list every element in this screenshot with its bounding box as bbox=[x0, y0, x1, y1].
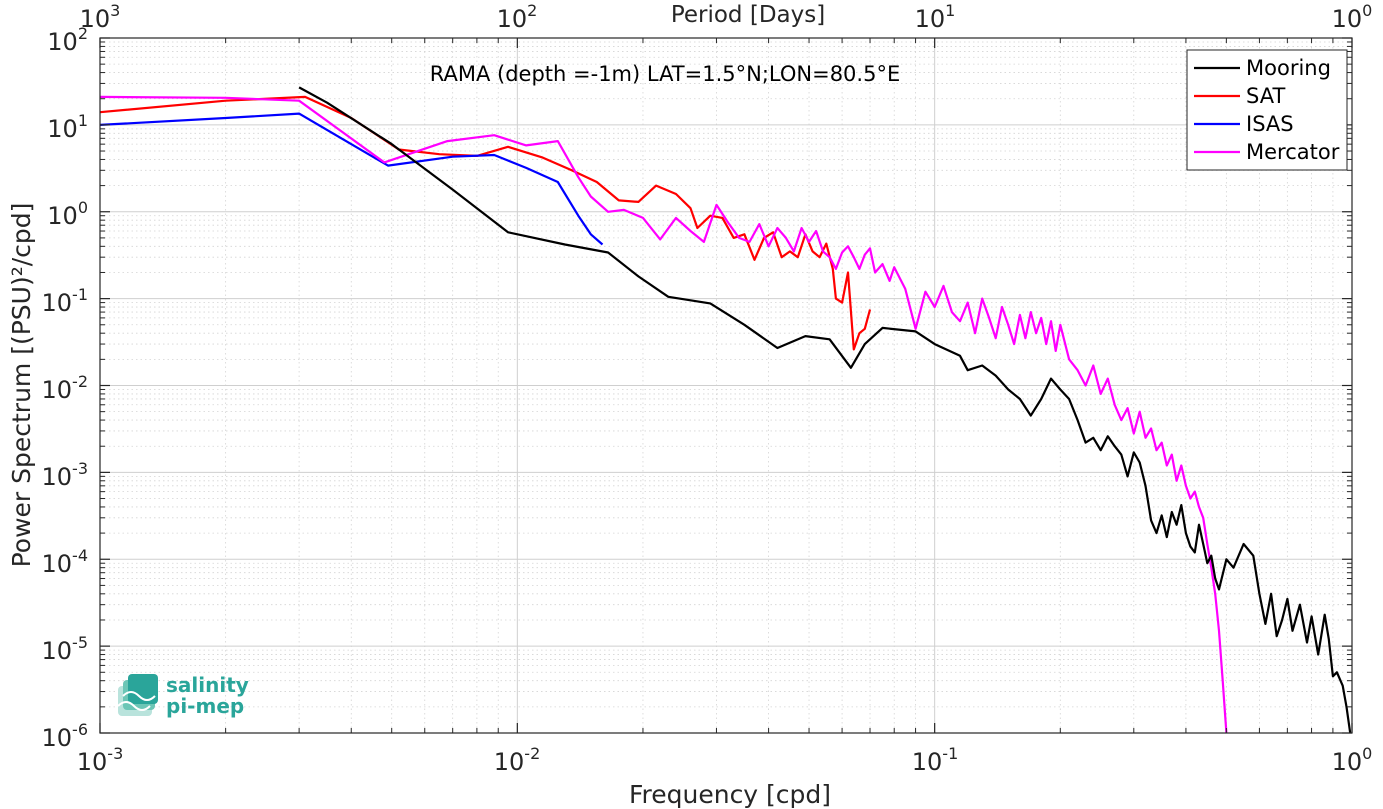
y-tick-label: 10-4 bbox=[42, 546, 89, 578]
series-line-mooring bbox=[298, 86, 1352, 734]
top-tick-label: 103 bbox=[80, 1, 121, 33]
top-axis-label: Period [Days] bbox=[671, 2, 825, 28]
logo-text-salinity: salinity bbox=[166, 673, 249, 697]
chart-title: RAMA (depth =-1m) LAT=1.5°N;LON=80.5°E bbox=[430, 62, 900, 86]
top-tick-label: 102 bbox=[497, 1, 538, 33]
logo-text-pimep: pi-mep bbox=[166, 694, 244, 718]
series-line-sat bbox=[99, 95, 872, 351]
series-layer bbox=[99, 86, 1352, 734]
top-tick-labels: 103 102 101 100 bbox=[80, 1, 1373, 33]
wave-logo-icon bbox=[117, 674, 158, 716]
legend-label-mercator: Mercator bbox=[1246, 140, 1340, 164]
legend: Mooring SAT ISAS Mercator bbox=[1186, 49, 1348, 171]
legend-label-isas: ISAS bbox=[1246, 112, 1294, 136]
y-tick-label: 100 bbox=[47, 198, 88, 230]
top-tick-label: 100 bbox=[1332, 1, 1373, 33]
x-tick-labels: 10-3 10-2 10-1 100 bbox=[77, 744, 1373, 776]
y-tick-labels: 102 101 100 10-1 10-2 10-3 10-4 10-5 10-… bbox=[42, 24, 89, 752]
legend-label-mooring: Mooring bbox=[1246, 56, 1331, 80]
legend-box bbox=[1186, 49, 1348, 171]
x-tick-label: 10-2 bbox=[494, 744, 541, 776]
x-tick-label: 10-1 bbox=[912, 744, 959, 776]
y-tick-label: 10-2 bbox=[42, 372, 89, 404]
x-axis-label: Frequency [cpd] bbox=[629, 780, 831, 809]
series-line-isas bbox=[99, 112, 604, 246]
x-tick-label: 100 bbox=[1332, 744, 1373, 776]
legend-label-sat: SAT bbox=[1246, 84, 1285, 108]
y-tick-label: 101 bbox=[47, 111, 88, 143]
y-tick-label: 10-6 bbox=[42, 720, 89, 752]
y-tick-label: 102 bbox=[47, 24, 88, 56]
x-tick-label: 10-3 bbox=[77, 744, 124, 776]
salinity-pimep-logo: salinity pi-mep bbox=[117, 673, 249, 718]
y-tick-label: 10-3 bbox=[42, 459, 89, 491]
y-axis-label: Power Spectrum [(PSU)²/cpd] bbox=[7, 203, 36, 568]
y-tick-label: 10-1 bbox=[42, 285, 89, 317]
y-tick-label: 10-5 bbox=[42, 633, 89, 665]
series-line-mercator bbox=[99, 95, 1228, 734]
top-tick-label: 101 bbox=[915, 1, 956, 33]
